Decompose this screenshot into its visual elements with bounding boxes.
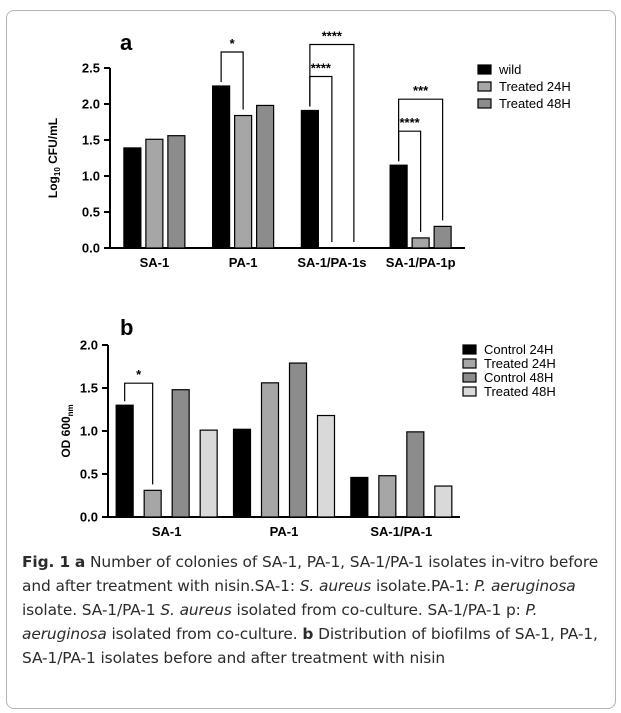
- chart-a-x-tick-label: SA-1: [140, 255, 170, 270]
- chart-b-legend-swatch: [462, 372, 477, 383]
- chart-b-legend-swatch: [462, 344, 477, 355]
- caption-text-5: isolated from co-culture.: [106, 625, 303, 643]
- chart-a-significance-bracket: [398, 98, 444, 221]
- chart-b-y-tick-label: 1.0: [80, 424, 98, 439]
- caption-text-3: isolate. SA-1/PA-1: [22, 601, 161, 619]
- chart-b-y-tick-label: 2.0: [80, 338, 98, 353]
- chart-a-significance-bracket: [309, 43, 355, 242]
- chart-b-y-tick-label: 0.5: [80, 467, 98, 482]
- caption-text-2: isolate.PA-1:: [371, 577, 475, 595]
- figure-charts: a 0.0 0.5 1.0 1.5 2.0 2.5 Log10 CFU/mL SA-1 PA-1 S…: [46, 28, 571, 539]
- chart-b-bar: [406, 431, 425, 518]
- chart-a-y-tick-label: 2.5: [82, 61, 100, 76]
- chart-a-y-tick-label: 2.0: [82, 97, 100, 112]
- caption-text-4: isolated from co-culture. SA-1/PA-1 p:: [231, 601, 526, 619]
- chart-a-legend-swatch: [477, 81, 492, 92]
- chart-a-x-tick-label: SA-1/PA-1s: [297, 255, 366, 270]
- chart-a-bar: [389, 164, 408, 249]
- chart-a-significance-bracket: [220, 51, 244, 110]
- chart-a-legend-label: Treated 48H: [499, 96, 571, 111]
- chart-b-significance-bracket: [124, 382, 154, 485]
- chart-b-bar: [232, 428, 252, 518]
- chart-a-legend-swatch: [477, 64, 492, 75]
- chart-a-bar: [212, 85, 231, 249]
- chart-a-legend-swatch: [477, 98, 492, 109]
- figure-frame: [6, 10, 616, 709]
- chart-b-x-tick-label: SA-1/PA-1: [370, 524, 432, 539]
- chart-b-legend-label: Control 48H: [484, 370, 553, 385]
- chart-b-legend-swatch: [462, 386, 477, 397]
- chart-b-y-tick-label: 0.0: [80, 510, 98, 525]
- chart-a-significance-label: *: [230, 36, 236, 51]
- chart-b-bar: [316, 414, 336, 518]
- chart-a-bar: [256, 104, 275, 249]
- chart-a-legend-label: Treated 24H: [499, 79, 571, 94]
- chart-a-bar: [300, 109, 319, 249]
- chart-b-legend-label: Treated 48H: [484, 384, 556, 399]
- chart-b-bar: [378, 475, 397, 518]
- chart-a-y-tick-label: 0.5: [82, 205, 100, 220]
- chart-a-bar: [433, 225, 452, 249]
- chart-b-x-tick-label: SA-1: [152, 524, 182, 539]
- chart-b-bar: [199, 429, 218, 518]
- chart-b-bar: [115, 404, 134, 518]
- caption-text-1: Number of colonies of SA-1, PA-1, SA-1/P…: [22, 553, 599, 595]
- chart-b-bar: [260, 382, 280, 518]
- chart-a-significance-label: ***: [413, 83, 429, 98]
- figure-caption: Fig. 1 a Number of colonies of SA-1, PA-…: [22, 550, 612, 670]
- caption-italic-2: P. aeruginosa: [474, 577, 576, 595]
- chart-a-bar: [234, 114, 253, 249]
- chart-a-bar: [411, 237, 430, 249]
- chart-a-bar: [145, 138, 164, 249]
- chart-b-y-axis-label: OD 600nm: [59, 404, 75, 457]
- caption-b-label: b: [302, 625, 314, 643]
- chart-b-significance-label: *: [136, 367, 142, 382]
- chart-a-bar: [167, 135, 186, 249]
- chart-a-panel-label: a: [120, 30, 133, 55]
- caption-fig-label: Fig. 1: [22, 553, 71, 571]
- chart-a-significance-label: ****: [400, 115, 421, 130]
- chart-b-legend-label: Treated 24H: [484, 356, 556, 371]
- caption-italic-1: S. aureus: [299, 577, 372, 595]
- chart-a-significance-label: ****: [311, 60, 332, 75]
- chart-b-bar: [350, 476, 369, 518]
- chart-a-y-tick-label: 1.0: [82, 169, 100, 184]
- chart-b-bar: [143, 489, 162, 518]
- chart-b-panel-label: b: [120, 315, 133, 340]
- caption-text-6: Distribution of biofilms of SA-1, PA-1, …: [22, 625, 598, 667]
- chart-b-y-tick-label: 1.5: [80, 381, 98, 396]
- chart-b-bar: [288, 362, 308, 518]
- caption-a-label: a: [74, 553, 86, 571]
- chart-b-bar: [434, 485, 453, 518]
- chart-a-legend-label: wild: [498, 62, 521, 77]
- caption-italic-3: S. aureus: [160, 601, 232, 619]
- chart-b-legend-label: Control 24H: [484, 342, 553, 357]
- chart-a-significance-label: ****: [322, 28, 343, 43]
- chart-a-y-axis-label: Log10 CFU/mL: [46, 118, 62, 198]
- chart-a-x-tick-label: PA-1: [229, 255, 258, 270]
- caption-italic-4: P. aeruginosa: [22, 601, 538, 643]
- chart-a-x-tick-label: SA-1/PA-1p: [386, 255, 456, 270]
- chart-b-x-tick-label: PA-1: [270, 524, 299, 539]
- chart-a-y-tick-label: 0.0: [82, 241, 100, 256]
- chart-b-legend-swatch: [462, 358, 477, 369]
- chart-b-bar: [171, 389, 190, 518]
- chart-a-bar: [123, 147, 142, 249]
- chart-a-y-tick-label: 1.5: [82, 133, 100, 148]
